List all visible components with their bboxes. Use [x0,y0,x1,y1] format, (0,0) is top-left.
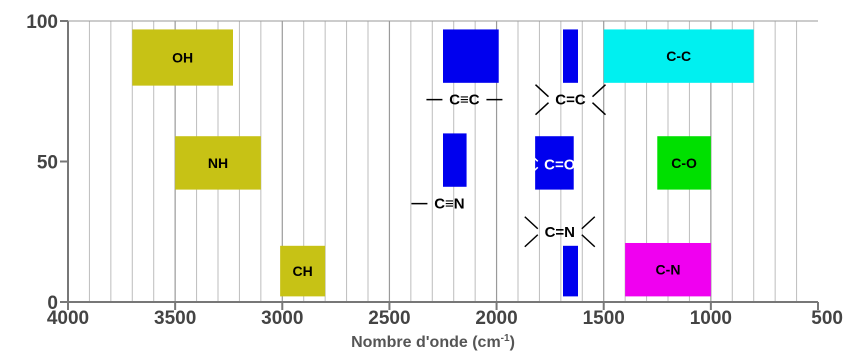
band-box [563,29,578,83]
band-box [657,136,711,190]
structure-4: C=N [524,216,596,248]
structure-text: C=C [555,92,586,109]
structure-3: C=O [524,148,576,180]
structure-labels: C≡C C≡N C=C C=O C=N [411,84,607,248]
band-box [603,29,754,83]
x-tick-label: 500 [811,308,843,329]
band-label: NH [208,155,228,171]
bond-line [524,166,539,180]
bond-line [591,102,607,116]
band-oh: OH [132,29,233,86]
bond-line [534,102,550,116]
x-axis-title-text: Nombre d'onde (cm [351,334,501,351]
x-tick-label: 3000 [261,308,303,329]
band-box [132,29,233,86]
band-c-c: C-C [603,29,754,83]
band-box [280,245,326,297]
band-c-n: C-N [625,242,711,297]
structure-1: C≡N [411,196,465,213]
band-blue-5 [535,136,574,190]
x-axis-title-sup: -1 [501,333,510,344]
bond-line [524,148,539,162]
band-box [443,29,499,83]
band-box [175,136,261,190]
band-blue-4 [443,133,467,187]
x-axis-title-close: ) [510,334,515,351]
band-box [625,242,711,297]
x-axis-title: Nombre d'onde (cm-1) [351,333,515,351]
y-tick-label: 0 [47,293,58,314]
band-box [443,133,467,187]
band-label: OH [172,50,193,66]
band-box [535,136,574,190]
band-label: C-C [666,48,691,64]
band-blue-6 [563,29,578,83]
axes: 0 50 100 4000 3500 3000 2500 2000 1500 1000 500 [26,12,843,329]
bond-line [591,84,607,98]
band-nh: NH [175,136,261,190]
band-label: C-N [656,262,681,278]
x-tick-label: 2500 [368,308,410,329]
structure-2: C=C [534,84,607,116]
structure-text: C=N [545,224,575,241]
bond-line [581,234,596,248]
x-tick-label: 1000 [690,308,732,329]
band-c-o: C-O [657,136,711,190]
x-tick-label: 3500 [154,308,196,329]
band-blue-3 [443,29,499,83]
x-tick-label: 4000 [47,308,89,329]
band-ch: CH [280,245,326,297]
band-label: C-O [671,155,697,171]
structure-text: C≡N [434,196,464,213]
structure-0: C≡C [426,92,503,109]
band-blue-7 [563,245,578,297]
bond-line [534,84,550,98]
structure-text: C≡C [449,92,480,109]
x-tick-label: 2000 [475,308,517,329]
bond-line [524,234,539,248]
bond-line [581,216,596,230]
structure-text: C=O [544,156,576,173]
band-box [563,245,578,297]
band-boxes: OH NH CH C-C C-O C-N [132,29,754,297]
y-tick-label: 100 [26,12,58,33]
bond-line [524,216,539,230]
band-label: CH [293,263,313,279]
y-tick-label: 50 [37,153,58,174]
x-tick-label: 1500 [583,308,625,329]
